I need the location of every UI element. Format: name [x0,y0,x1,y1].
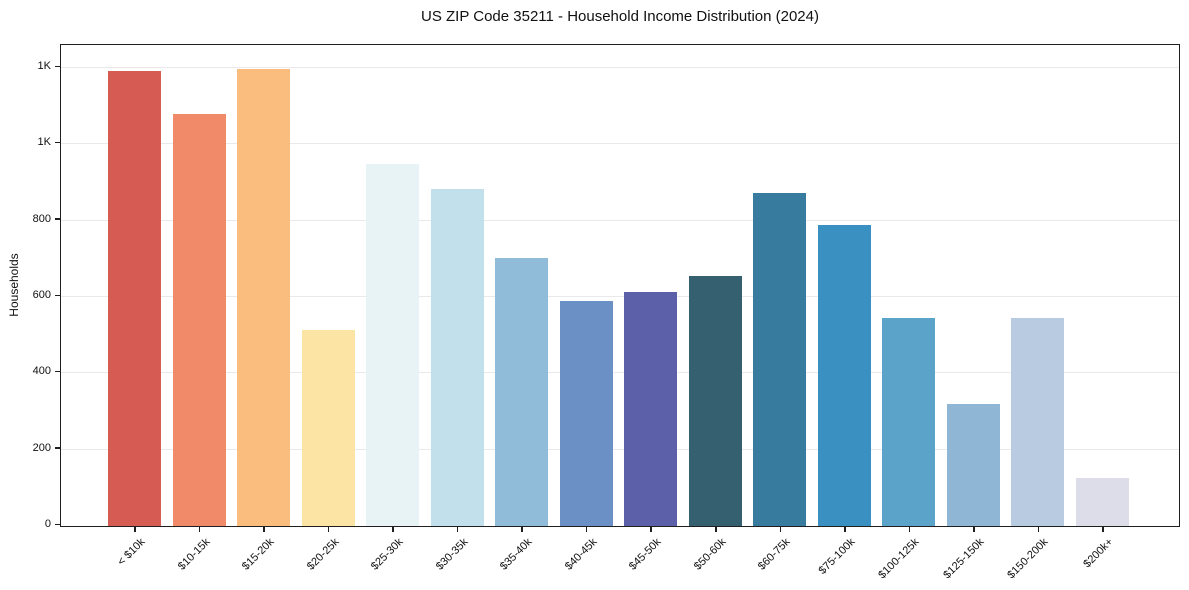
y-tick-label-600: 600 [32,289,51,302]
y-tick-mark-400 [55,370,60,373]
bar-$125-150k [946,404,1000,526]
bar-$75-100k [817,224,871,526]
x-tick-mark-$35-40k [521,527,523,532]
y-tick-mark-600 [55,294,60,297]
x-tick-mark-$45-50k [650,527,652,532]
bar-$35-40k [495,257,549,526]
chart-title: US ZIP Code 35211 - Household Income Dis… [421,8,819,25]
x-tick-mark-$50-60k [715,527,717,532]
bar-$150-200k [1011,318,1065,526]
gridline-1000 [61,143,1179,145]
bar-$40-45k [559,300,613,526]
bar-$50-60k [688,275,742,526]
gridline-600 [61,296,1179,298]
gridline-800 [61,219,1179,221]
x-tick-mark-$25-30k [392,527,394,532]
gridline-200 [61,448,1179,450]
y-axis-label: Households [7,253,21,317]
gridline-400 [61,372,1179,374]
x-tick-mark-$75-100k [844,527,846,532]
bar-< $10k [108,70,161,526]
bar-$15-20k [237,69,291,526]
x-tick-mark-$20-25k [327,527,330,532]
y-tick-mark-1200 [55,65,60,68]
x-tick-mark-$200k+ [1102,527,1104,532]
y-tick-label-200: 200 [32,441,51,454]
y-tick-mark-1000 [55,141,60,144]
bar-$30-35k [430,188,484,526]
y-tick-mark-0 [55,523,60,525]
x-tick-mark-$40-45k [585,527,588,532]
x-tick-mark-$100-125k [908,527,911,532]
y-tick-mark-800 [55,218,60,220]
y-tick-label-0: 0 [44,518,51,530]
y-tick-label-1000: 1K [37,136,51,149]
x-tick-mark-$125-150k [973,527,975,532]
x-tick-mark-$60-75k [779,527,782,532]
gridline-1200 [61,67,1179,69]
bar-$45-50k [624,291,678,526]
x-tick-mark-$150-200k [1037,527,1040,532]
bar-$100-125k [882,317,936,526]
x-tick-mark-$10-15k [198,527,201,532]
bar-$10-15k [172,113,226,526]
y-tick-label-400: 400 [32,365,51,378]
y-tick-label-800: 800 [32,212,51,225]
x-tick-label-< $10k: < $10k [115,536,148,569]
bar-$25-30k [366,164,420,526]
x-tick-mark-< $10k [134,527,136,532]
plot-area [60,44,1180,527]
y-tick-mark-200 [55,447,60,449]
bar-$20-25k [301,329,355,526]
bar-$60-75k [753,193,807,526]
x-tick-mark-$15-20k [263,527,265,532]
x-tick-mark-$30-35k [456,527,459,532]
bar-$200k+ [1075,477,1129,526]
y-tick-label-1200: 1K [37,60,51,73]
